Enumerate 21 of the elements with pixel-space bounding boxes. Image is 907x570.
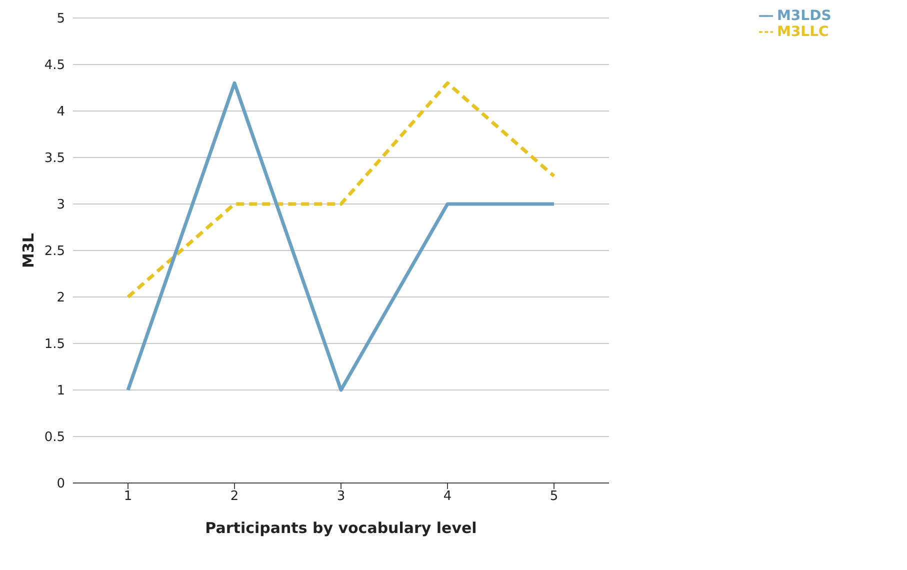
y-tick-label: 3.5 bbox=[44, 151, 65, 166]
y-tick-label: 5 bbox=[56, 12, 65, 27]
legend-label: M3LLC bbox=[777, 24, 829, 40]
y-tick-label: 0 bbox=[56, 476, 65, 492]
y-tick-label: 4 bbox=[56, 104, 65, 120]
x-tick-label: 2 bbox=[230, 489, 239, 504]
legend-label: M3LDS bbox=[777, 8, 832, 24]
x-tick-label: 3 bbox=[336, 489, 346, 504]
y-tick-label: 1.5 bbox=[44, 337, 65, 352]
x-tick-label: 5 bbox=[550, 489, 558, 504]
y-tick-label: 0.5 bbox=[44, 430, 65, 446]
y-tick-label: 4.5 bbox=[44, 58, 65, 74]
y-tick-label: 1 bbox=[56, 384, 65, 399]
x-axis-title: Participants by vocabulary level bbox=[205, 519, 477, 537]
line-series bbox=[126, 81, 556, 299]
x-tick-label: 1 bbox=[124, 489, 132, 504]
y-tick-label: 2 bbox=[56, 290, 65, 306]
y-axis-title: M3L bbox=[19, 232, 38, 268]
x-tick-label: 4 bbox=[443, 489, 452, 504]
y-tick-label: 2.5 bbox=[44, 244, 65, 260]
y-tick-label: 3 bbox=[56, 198, 65, 213]
